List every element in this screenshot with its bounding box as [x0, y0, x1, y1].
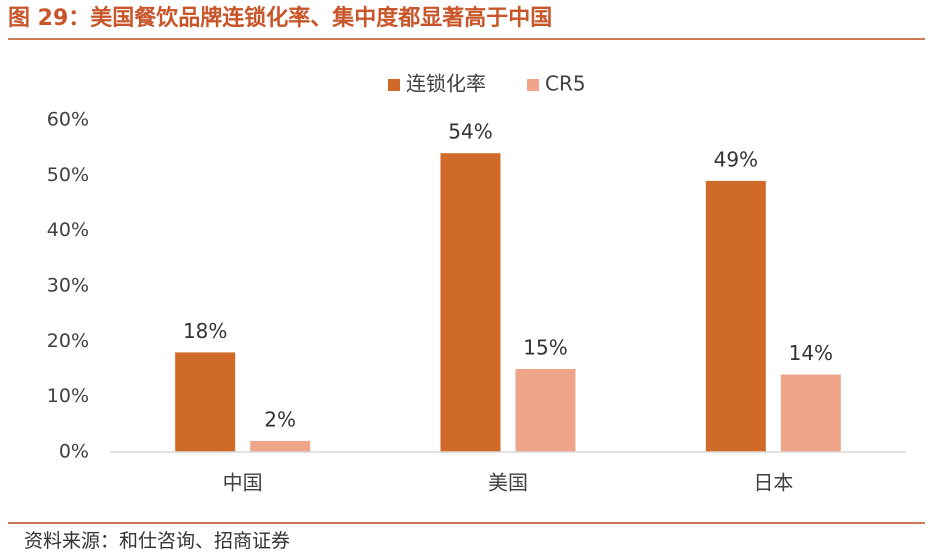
bars [175, 153, 841, 452]
data-labels: 18% 2% 54% 15% 49% 14% [183, 120, 833, 432]
source-note: 资料来源：和仕咨询、招商证券 [24, 530, 291, 552]
y-tick-label: 50% [47, 164, 89, 186]
x-category-label: 美国 [488, 471, 528, 495]
data-label: 2% [264, 407, 296, 431]
data-label: 18% [183, 319, 227, 343]
bar-cr5-2 [780, 374, 841, 452]
y-tick-label: 40% [47, 219, 89, 241]
title-divider [8, 38, 925, 40]
x-category-label: 日本 [753, 471, 793, 495]
legend-swatch-cr5 [527, 79, 539, 91]
bar-cr5-1 [515, 369, 576, 452]
data-label: 14% [789, 341, 833, 365]
y-tick-label: 0% [59, 441, 89, 463]
legend-swatch-chain-rate [388, 79, 400, 91]
legend-label-chain-rate: 连锁化率 [406, 72, 486, 96]
x-axis: 中国 美国 日本 [223, 471, 794, 495]
data-label: 49% [714, 147, 758, 171]
data-label: 54% [448, 120, 492, 144]
bar-chart: 连锁化率 CR5 0% 10% 20% 30% 40% 50% 60% 18% 2% 54% 15… [47, 72, 906, 495]
y-tick-label: 60% [47, 109, 89, 131]
x-category-label: 中国 [223, 471, 263, 495]
footer-divider [8, 522, 925, 524]
y-axis: 0% 10% 20% 30% 40% 50% 60% [47, 109, 89, 463]
data-label: 15% [523, 336, 567, 360]
bar-cr5-0 [250, 440, 311, 452]
y-tick-label: 10% [47, 385, 89, 407]
figure-title: 图 29：美国餐饮品牌连锁化率、集中度都显著高于中国 [8, 6, 553, 31]
legend: 连锁化率 CR5 [388, 72, 586, 96]
bar-chain-rate-1 [440, 153, 501, 452]
y-tick-label: 30% [47, 275, 89, 297]
y-tick-label: 20% [47, 330, 89, 352]
bar-chain-rate-0 [175, 352, 236, 452]
legend-label-cr5: CR5 [545, 72, 586, 96]
bar-chain-rate-2 [705, 180, 766, 452]
